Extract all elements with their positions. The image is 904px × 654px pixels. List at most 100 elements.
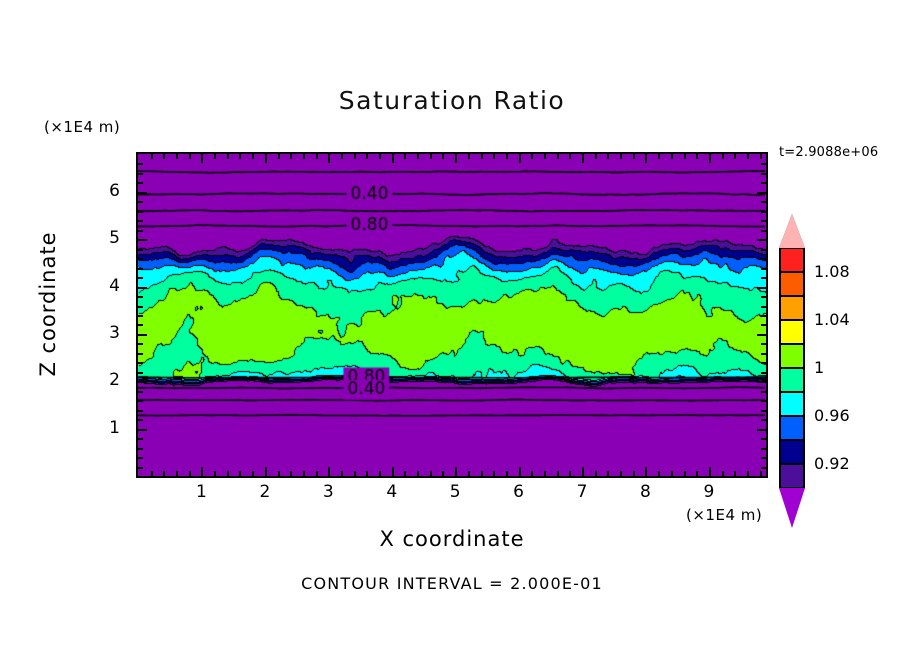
tick-mark [138,220,143,222]
tick-mark [468,471,470,476]
tick-mark [557,471,559,476]
tick-mark [189,154,191,159]
tick-mark [404,154,406,159]
x-axis-unit: (×1E4 m) [686,506,763,524]
tick-mark [201,154,203,163]
tick-mark [761,230,766,232]
tick-mark [684,471,686,476]
tick-mark [645,154,647,163]
tick-mark [138,163,143,165]
tick-mark [214,471,216,476]
tick-mark [582,154,584,163]
tick-mark [761,201,766,203]
tick-mark [569,471,571,476]
tick-mark [151,471,153,476]
tick-mark [557,154,559,159]
tick-mark [761,306,766,308]
tick-mark [747,471,749,476]
tick-mark [303,154,305,159]
tick-mark [761,211,766,213]
y-tick-label: 2 [109,370,120,391]
tick-mark [481,471,483,476]
colorbar-band [779,464,805,488]
colorbar-tick-label: 0.92 [814,454,850,473]
tick-mark [761,182,766,184]
y-tick-label: 3 [109,322,120,343]
colorbar-band [779,320,805,344]
colorbar-band [779,296,805,320]
tick-mark [684,154,686,159]
tick-mark [328,467,330,476]
tick-mark [761,249,766,251]
tick-mark [138,287,147,289]
tick-mark [506,471,508,476]
tick-mark [138,182,143,184]
tick-mark [761,173,766,175]
x-tick-label: 5 [449,482,461,502]
tick-mark [138,258,143,260]
tick-mark [468,154,470,159]
tick-mark [607,154,609,159]
y-tick-label: 1 [109,417,120,438]
tick-mark [696,471,698,476]
x-tick-label: 9 [703,482,715,502]
x-tick-label: 6 [513,482,524,502]
tick-mark [761,362,766,364]
tick-mark [761,268,766,270]
x-axis-title: X coordinate [379,527,525,551]
tick-mark [176,471,178,476]
tick-mark [404,471,406,476]
tick-mark [189,471,191,476]
tick-mark [519,154,521,163]
tick-mark [278,471,280,476]
y-tick-label: 4 [109,275,120,296]
tick-mark [761,277,766,279]
tick-mark [757,287,766,289]
tick-mark [761,315,766,317]
tick-mark [138,429,147,431]
colorbar-tick-label: 1.08 [814,262,850,281]
tick-mark [138,211,143,213]
contour-field-canvas [138,154,766,476]
tick-mark [138,400,143,402]
tick-mark [757,192,766,194]
y-tick-label: 6 [109,180,120,201]
tick-mark [620,154,622,159]
tick-mark [138,324,143,326]
tick-mark [582,467,584,476]
tick-mark [201,467,203,476]
tick-mark [265,467,267,476]
contour-interval-caption: CONTOUR INTERVAL = 2.000E-01 [301,574,603,593]
tick-mark [519,467,521,476]
contour-plot-area [136,152,768,478]
tick-mark [531,471,533,476]
tick-mark [734,471,736,476]
tick-mark [138,201,143,203]
y-tick-label: 5 [109,228,120,249]
tick-mark [354,154,356,159]
colorbar-tick-label: 1.04 [814,310,850,329]
tick-mark [138,372,143,374]
tick-mark [138,343,143,345]
colorbar-band [779,392,805,416]
tick-mark [417,471,419,476]
tick-mark [430,154,432,159]
tick-mark [595,471,597,476]
tick-mark [544,154,546,159]
tick-mark [761,296,766,298]
tick-mark [442,471,444,476]
tick-mark [163,154,165,159]
tick-mark [442,154,444,159]
tick-mark [761,410,766,412]
tick-mark [620,471,622,476]
colorbar-top-cap [779,214,805,248]
x-tick-label: 7 [576,482,588,502]
colorbar-bottom-cap [779,488,805,528]
tick-mark [138,173,143,175]
tick-mark [757,381,766,383]
tick-mark [645,467,647,476]
tick-mark [761,457,766,459]
tick-mark [138,391,143,393]
x-tick-label: 2 [259,482,271,502]
tick-mark [595,154,597,159]
